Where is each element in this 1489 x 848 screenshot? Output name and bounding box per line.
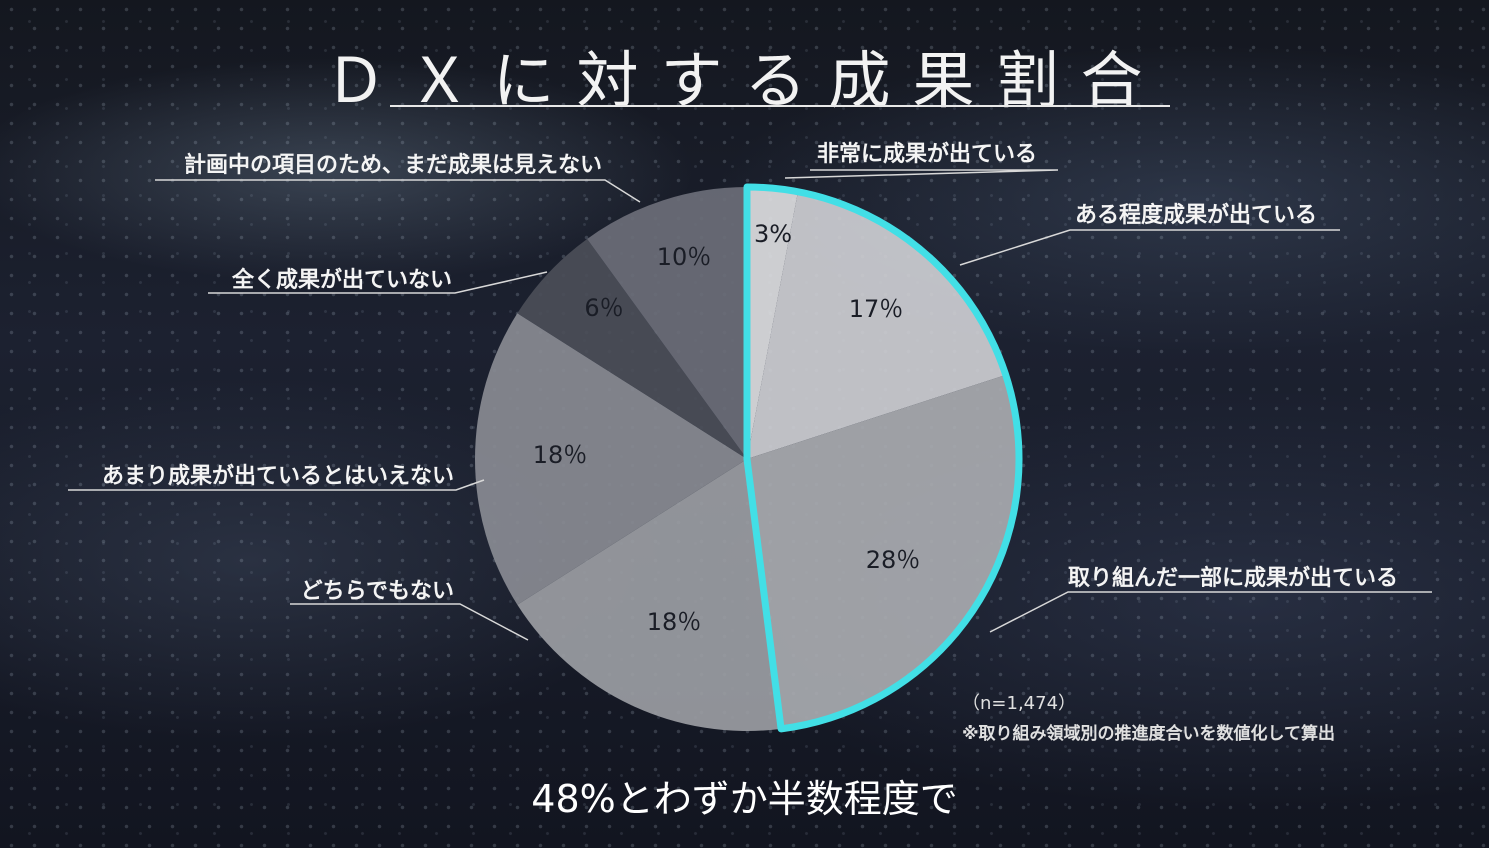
leader-line-3	[989, 591, 1432, 633]
leader-line-5	[68, 479, 485, 491]
pie-slice-4	[517, 459, 782, 731]
sample-size-note: （n=1,474）	[962, 693, 1077, 714]
category-label-1: 非常に成果が出ている	[817, 141, 1037, 167]
category-label-4: どちらでもない	[301, 579, 454, 604]
value-label-2: 17％	[849, 295, 904, 323]
leader-line-2	[959, 229, 1340, 266]
category-label-6: 全く成果が出ていない	[231, 267, 452, 293]
value-label-4: 18％	[647, 608, 702, 636]
category-label-7: 計画中の項目のため、まだ成果は見えない	[184, 152, 602, 178]
page-title: ＤＸに対する成果割合	[324, 44, 1165, 117]
pie-slice-2	[747, 191, 1006, 459]
method-note: ※取り組み領域別の推進度合いを数値化して算出	[962, 724, 1336, 744]
pie-slice-5	[475, 313, 747, 605]
leader-line-4	[290, 603, 529, 641]
category-label-5: あまり成果が出ているとはいえない	[102, 463, 454, 489]
value-label-7: 10％	[657, 243, 712, 271]
title-underline	[390, 105, 1170, 107]
pie-slice-3	[747, 374, 1019, 729]
value-label-3: 28％	[866, 546, 921, 574]
value-label-5: 18％	[533, 441, 588, 469]
highlight-outline	[743, 183, 1023, 733]
category-label-3: 取り組んだ一部に成果が出ている	[1068, 565, 1398, 591]
category-label-2: ある程度成果が出ている	[1075, 202, 1317, 228]
leader-line-7	[155, 179, 641, 203]
value-label-1: 3%	[754, 220, 792, 248]
value-label-6: 6％	[584, 294, 623, 322]
leader-line-1	[784, 169, 1059, 179]
pie-slice-6	[517, 238, 747, 459]
pie-slice-1	[747, 187, 798, 459]
pie-slice-7	[587, 187, 747, 459]
caption-subtitle: 48%とわずか半数程度で	[531, 777, 958, 821]
leader-line-6	[208, 271, 548, 294]
